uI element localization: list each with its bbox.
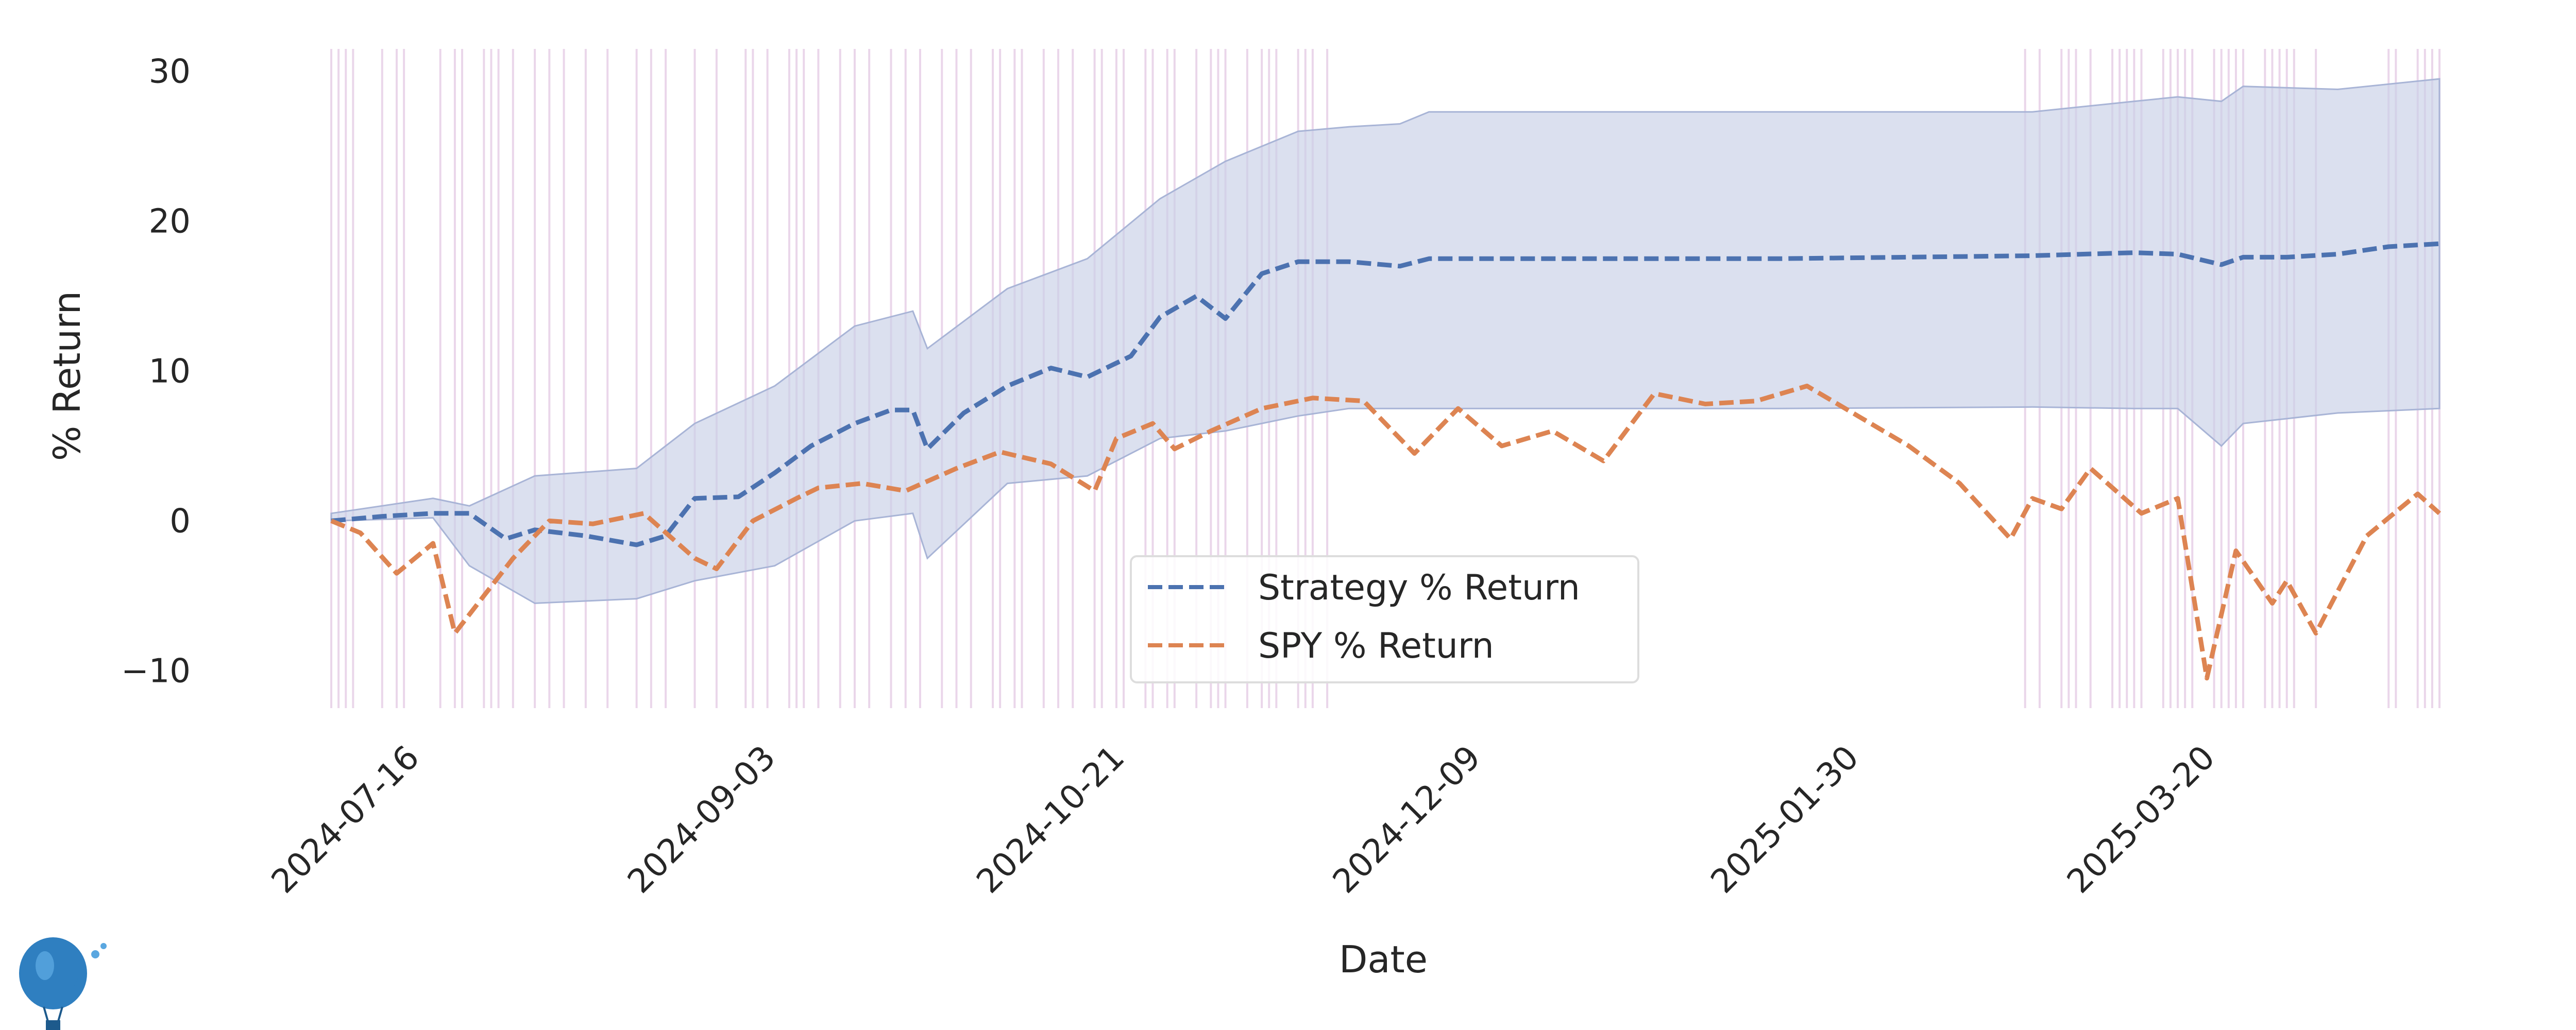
y-axis-ticks: 30 20 10 0 −10: [121, 53, 191, 691]
series-line-spy: [330, 384, 2441, 681]
x-axis-label: Date: [1339, 938, 1428, 981]
legend-label-spy: SPY % Return: [1258, 626, 1494, 666]
x-tick-label: 2024-12-09: [1326, 739, 1488, 901]
x-tick-label: 2024-09-03: [620, 739, 783, 901]
legend: Strategy % Return SPY % Return: [1130, 555, 1639, 683]
legend-box: [1130, 555, 1639, 683]
y-tick-label: 30: [149, 53, 191, 91]
x-tick-label: 2025-03-20: [2060, 739, 2222, 901]
y-axis-label: % Return: [45, 291, 89, 461]
series-line-strategy: [331, 241, 2440, 547]
hot-air-balloon-logo: [19, 937, 107, 1030]
y-tick-label: −10: [121, 652, 191, 690]
y-tick-label: 20: [149, 203, 191, 241]
y-tick-label: 10: [149, 352, 191, 390]
y-tick-label: 0: [170, 502, 191, 540]
x-tick-label: 2025-01-30: [1704, 739, 1866, 901]
series-lines: [330, 241, 2441, 681]
legend-label-strategy: Strategy % Return: [1258, 568, 1580, 608]
x-tick-label: 2024-07-16: [264, 739, 427, 901]
x-tick-label: 2024-10-21: [970, 739, 1132, 901]
strategy-confidence-band: [330, 78, 2441, 604]
x-axis-ticks: 2024-07-16 2024-09-03 2024-10-21 2024-12-09…: [264, 739, 2223, 901]
